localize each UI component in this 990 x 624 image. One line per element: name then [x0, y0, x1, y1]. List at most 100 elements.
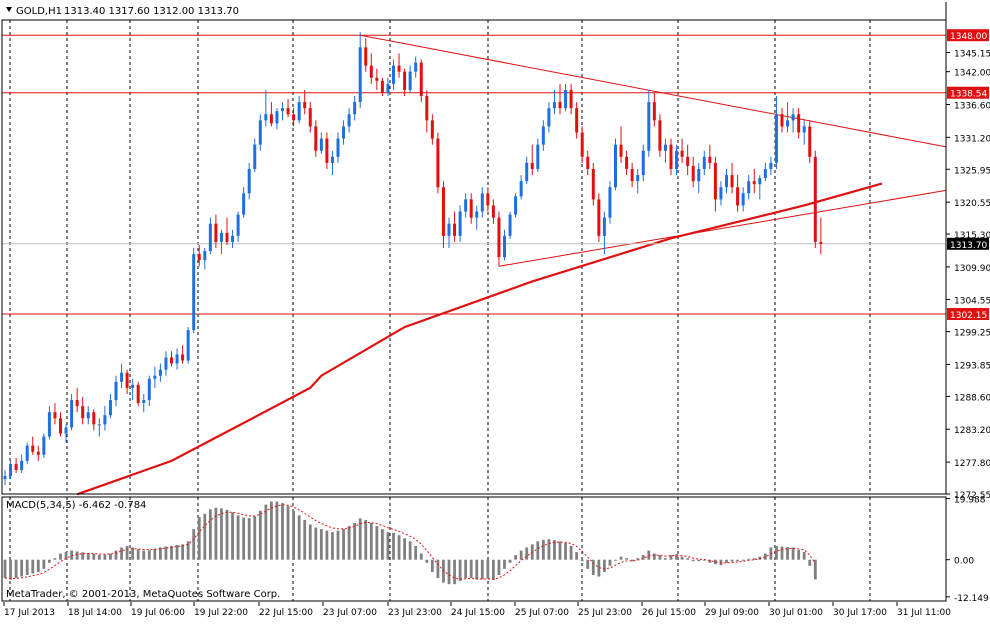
histogram-bar [197, 516, 201, 560]
candle [730, 162, 734, 194]
candle [736, 175, 740, 212]
candle-body [319, 138, 323, 151]
candle-body [774, 114, 778, 163]
candle-body [31, 445, 35, 452]
candle-body [392, 65, 395, 84]
candle [669, 138, 673, 176]
histogram-bar [419, 553, 423, 560]
trendlines[interactable] [360, 34, 947, 267]
histogram-bar [408, 541, 412, 560]
histogram-bar [114, 550, 118, 560]
candle-body [797, 114, 801, 133]
candle-body [802, 126, 806, 133]
candle-body [647, 102, 651, 151]
histogram-bar [614, 559, 617, 561]
x-tick-label: 25 Jul 23:00 [578, 608, 632, 618]
histogram-bar [14, 559, 18, 579]
candle-body [9, 463, 13, 477]
candle-body [697, 168, 701, 182]
candle [614, 138, 617, 191]
candle [297, 96, 301, 124]
candle-body [70, 400, 74, 428]
candle-body [747, 181, 751, 194]
candle-body [380, 80, 384, 93]
trendline[interactable] [498, 189, 947, 267]
y-tick-label: 1293.85 [954, 361, 990, 371]
y-tick-label: 1304.55 [954, 296, 990, 306]
histogram-bar [386, 532, 390, 560]
histogram-bar [275, 501, 279, 560]
candle-body [258, 120, 262, 145]
histogram-bar [142, 550, 146, 560]
histogram-bar [414, 545, 418, 560]
candle-body [197, 254, 201, 261]
candle-body [569, 89, 573, 109]
candle-body [730, 175, 734, 188]
y-tick-label: -12.149 [954, 594, 989, 604]
candle [525, 156, 529, 185]
histogram-bar [153, 548, 157, 560]
candle-body [175, 354, 179, 364]
candle-body [430, 120, 434, 139]
candle-body [97, 424, 101, 426]
candle-body [786, 120, 790, 127]
histogram-bar [48, 559, 51, 563]
candle-body [808, 126, 812, 157]
candle-body [14, 463, 18, 470]
candle [114, 375, 118, 407]
level-price-label: 1302.15 [950, 311, 987, 321]
macd-histogram [3, 501, 817, 585]
ohlc-values: 1313.40 1317.60 1312.00 1313.70 [64, 6, 239, 17]
candle-body [669, 144, 673, 169]
candle-body [275, 111, 279, 124]
candle-body [708, 156, 712, 163]
histogram-bar [358, 518, 362, 560]
histogram-bar [131, 547, 135, 560]
candle-body [136, 384, 140, 404]
candle [419, 59, 423, 103]
x-tick-label: 23 Jul 07:00 [323, 608, 377, 618]
histogram-bar [403, 538, 406, 560]
candle-body [752, 181, 756, 185]
histogram-bar [208, 509, 212, 560]
x-tick-label: 30 Jul 01:00 [769, 608, 823, 618]
candle-body [686, 156, 690, 166]
y-tick-label: 1277.80 [954, 459, 990, 469]
histogram-bar [25, 559, 29, 575]
x-tick-label: 30 Jul 17:00 [833, 608, 887, 618]
histogram-bar [81, 552, 85, 560]
candle-body [286, 108, 290, 115]
candle [608, 181, 612, 224]
candle [713, 156, 717, 212]
x-tick-label: 19 Jul 22:00 [194, 608, 248, 618]
candle-body [358, 47, 362, 103]
histogram-bar [469, 559, 473, 579]
histogram-bar [181, 544, 184, 560]
trendline[interactable] [360, 34, 947, 148]
chevron-down-icon[interactable] [6, 7, 12, 12]
candle-body [3, 476, 7, 480]
histogram-bar [430, 559, 434, 572]
current-price-box [947, 237, 989, 250]
candle [59, 412, 62, 437]
horizontal-levels[interactable] [2, 34, 946, 315]
candle [636, 168, 640, 194]
candle [286, 99, 290, 118]
candle-body [242, 193, 246, 215]
candle [519, 175, 523, 200]
macd-signal [4, 504, 816, 580]
histogram-bar [31, 559, 35, 574]
candle-body [469, 199, 473, 218]
candle-body [702, 156, 706, 169]
candle-body [530, 162, 534, 169]
histogram-bar [486, 559, 490, 579]
candle-body [547, 108, 551, 127]
histogram-bar [775, 545, 778, 560]
histogram-bar [186, 541, 190, 560]
candle [447, 217, 451, 249]
candle-body [114, 381, 118, 401]
candle [42, 433, 46, 458]
